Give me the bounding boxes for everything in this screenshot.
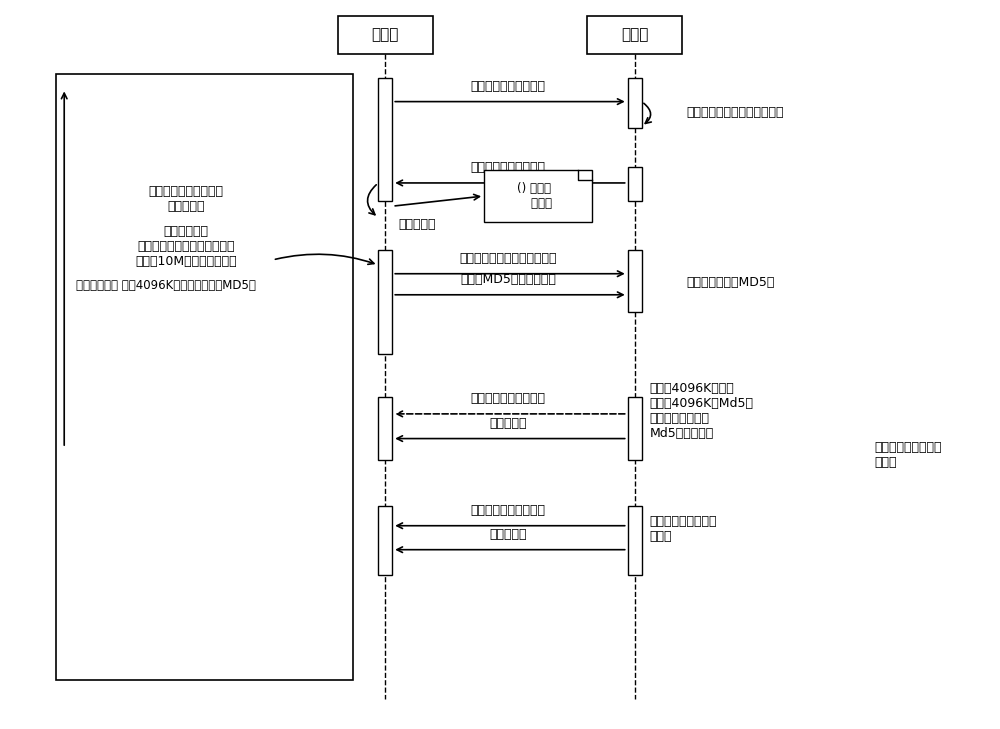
Text: 通知客户端流传输结束: 通知客户端流传输结束: [470, 504, 545, 517]
Text: 以流的方式将块传输给服务端: 以流的方式将块传输给服务端: [459, 252, 557, 265]
Text: 重新开始流程 并以4096K为大小生成块的MD5表: 重新开始流程 并以4096K为大小生成块的MD5表: [76, 278, 256, 292]
Text: 通知客户端流传输结束: 通知客户端流传输结束: [470, 392, 545, 405]
Text: 客户端: 客户端: [372, 27, 399, 42]
Text: 服务端: 服务端: [621, 27, 648, 42]
Text: 接收到文件流与MD5表: 接收到文件流与MD5表: [686, 276, 775, 289]
Text: 接收到4096K的时候
生成这4096K的Md5值
并与客户端传递的
Md5表进行比较: 接收到4096K的时候 生成这4096K的Md5值 并与客户端传递的 Md5表进…: [650, 382, 754, 440]
Bar: [378, 506, 392, 575]
FancyBboxPatch shape: [587, 16, 682, 54]
Text: () 文件传
    输结束: () 文件传 输结束: [516, 182, 552, 210]
Bar: [628, 78, 642, 128]
FancyBboxPatch shape: [338, 16, 433, 54]
Bar: [378, 250, 392, 354]
Text: 未到达文件尾
从服务器上返回的大小为起点
生成以10M为单位的文件块: 未到达文件尾 从服务器上返回的大小为起点 生成以10M为单位的文件块: [135, 225, 237, 268]
Bar: [628, 167, 642, 201]
Text: 返回服务端的文件大小: 返回服务端的文件大小: [470, 161, 545, 174]
Text: 流传输未结束，继续
接收流: 流传输未结束，继续 接收流: [874, 441, 941, 469]
Text: 流传输结束: 流传输结束: [489, 528, 527, 541]
Text: 校验通过，将该流写
入文件: 校验通过，将该流写 入文件: [650, 515, 717, 543]
FancyBboxPatch shape: [484, 170, 592, 222]
Bar: [378, 397, 392, 460]
Bar: [378, 78, 392, 201]
Text: 获取上一次传输的位置: 获取上一次传输的位置: [470, 80, 545, 93]
Bar: [628, 250, 642, 312]
Text: 检验不通过: 检验不通过: [489, 417, 527, 430]
Text: 查看服务器已接收的文件大小: 查看服务器已接收的文件大小: [686, 106, 784, 119]
Bar: [628, 506, 642, 575]
Text: 与本地文件比较是否到
达了文件尾: 与本地文件比较是否到 达了文件尾: [148, 185, 223, 213]
Bar: [628, 397, 642, 460]
Text: 同时将MD5表传给服务端: 同时将MD5表传给服务端: [460, 273, 556, 286]
Text: 到达文件尾: 到达文件尾: [398, 218, 436, 231]
